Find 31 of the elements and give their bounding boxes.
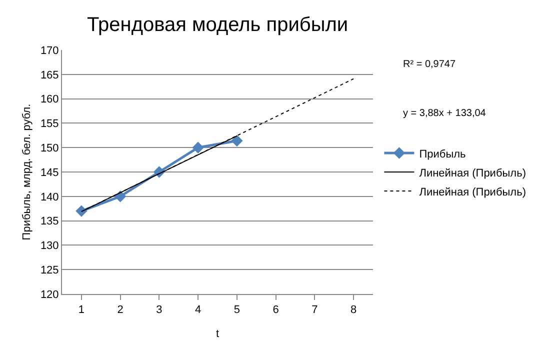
legend-label: Прибыль [419,148,466,160]
y-tick-label: 160 [40,94,59,106]
y-tick-label: 170 [40,44,59,57]
x-tick-label: 4 [194,304,202,316]
point [76,205,88,217]
legend-label: Линейная (Прибыль) [419,167,526,180]
y-tick-label: 165 [40,69,59,82]
y-tick-label: 150 [40,142,59,154]
x-tick-label: 5 [234,304,240,316]
legend-label: Линейная (Прибыль) [419,186,526,198]
y-tick-label: 145 [40,166,59,179]
x-tick-label: 1 [78,304,85,316]
y-tick-label: 130 [40,240,59,252]
point [114,190,126,202]
y-tick-label: 140 [40,191,59,204]
text: R² = 0,9747 [403,59,456,70]
y-axis-title: Прибыль, млрд. бел. рубл. [21,104,33,240]
x-axis-title: t [216,328,220,340]
x-tick-label: 3 [156,304,162,316]
y-tick-label: 120 [40,288,59,301]
point [192,142,204,154]
y-tick-label: 135 [40,216,59,228]
x-tick-label: 7 [312,304,318,316]
x-tick-label: 6 [272,304,279,316]
y-tick-label: 125 [40,264,59,276]
text: y = 3,88x + 133,04 [403,108,486,119]
chart-title: Трендовая модель прибыли [86,14,348,36]
x-tick-label: 8 [350,304,357,316]
point [231,134,243,147]
x-tick-label: 2 [117,304,124,316]
y-tick-label: 155 [40,118,59,130]
